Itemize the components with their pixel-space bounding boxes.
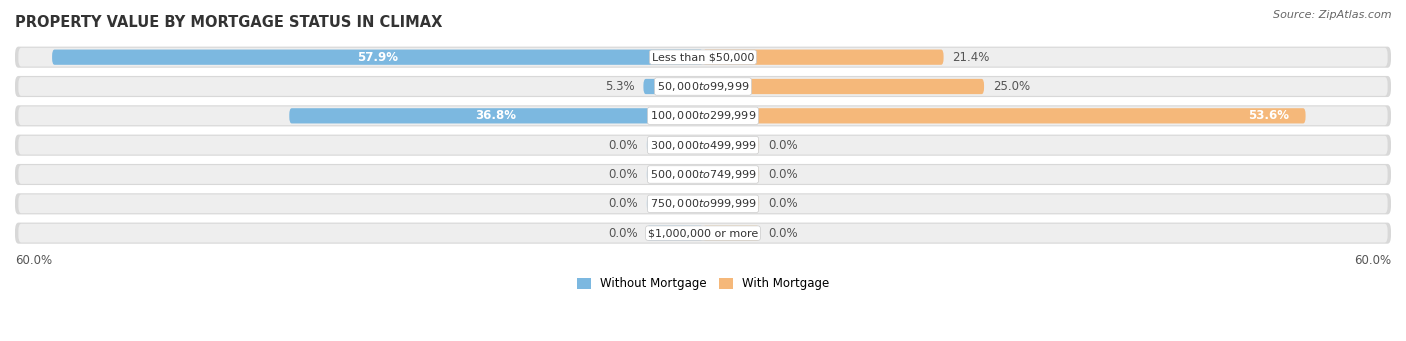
FancyBboxPatch shape: [15, 164, 1391, 185]
Text: $100,000 to $299,999: $100,000 to $299,999: [650, 109, 756, 122]
Text: $50,000 to $99,999: $50,000 to $99,999: [657, 80, 749, 93]
FancyBboxPatch shape: [15, 105, 1391, 127]
FancyBboxPatch shape: [703, 225, 759, 241]
FancyBboxPatch shape: [52, 49, 703, 65]
Text: 0.0%: 0.0%: [768, 197, 797, 210]
FancyBboxPatch shape: [15, 193, 1391, 214]
FancyBboxPatch shape: [647, 225, 703, 241]
Text: 0.0%: 0.0%: [609, 168, 638, 181]
FancyBboxPatch shape: [647, 137, 703, 153]
Text: PROPERTY VALUE BY MORTGAGE STATUS IN CLIMAX: PROPERTY VALUE BY MORTGAGE STATUS IN CLI…: [15, 15, 443, 30]
FancyBboxPatch shape: [647, 167, 703, 182]
Text: 60.0%: 60.0%: [1354, 254, 1391, 267]
FancyBboxPatch shape: [647, 196, 703, 211]
Text: 25.0%: 25.0%: [993, 80, 1031, 93]
FancyBboxPatch shape: [15, 223, 1391, 244]
FancyBboxPatch shape: [15, 47, 1391, 68]
FancyBboxPatch shape: [703, 79, 984, 94]
FancyBboxPatch shape: [703, 108, 1306, 123]
Text: 60.0%: 60.0%: [15, 254, 52, 267]
Text: 0.0%: 0.0%: [609, 139, 638, 152]
FancyBboxPatch shape: [18, 224, 1388, 242]
Text: 53.6%: 53.6%: [1247, 109, 1289, 122]
Text: $500,000 to $749,999: $500,000 to $749,999: [650, 168, 756, 181]
Text: 5.3%: 5.3%: [605, 80, 634, 93]
Text: 0.0%: 0.0%: [768, 168, 797, 181]
Text: Source: ZipAtlas.com: Source: ZipAtlas.com: [1274, 10, 1392, 20]
Text: 21.4%: 21.4%: [953, 51, 990, 64]
Text: 36.8%: 36.8%: [475, 109, 516, 122]
FancyBboxPatch shape: [703, 167, 759, 182]
Legend: Without Mortgage, With Mortgage: Without Mortgage, With Mortgage: [572, 273, 834, 295]
FancyBboxPatch shape: [18, 165, 1388, 184]
FancyBboxPatch shape: [644, 79, 703, 94]
Text: 0.0%: 0.0%: [609, 197, 638, 210]
FancyBboxPatch shape: [18, 48, 1388, 66]
Text: Less than $50,000: Less than $50,000: [652, 52, 754, 62]
FancyBboxPatch shape: [703, 196, 759, 211]
FancyBboxPatch shape: [703, 137, 759, 153]
FancyBboxPatch shape: [18, 194, 1388, 213]
Text: 57.9%: 57.9%: [357, 51, 398, 64]
FancyBboxPatch shape: [18, 136, 1388, 154]
FancyBboxPatch shape: [18, 77, 1388, 96]
Text: $1,000,000 or more: $1,000,000 or more: [648, 228, 758, 238]
Text: 0.0%: 0.0%: [609, 227, 638, 240]
FancyBboxPatch shape: [290, 108, 703, 123]
FancyBboxPatch shape: [15, 76, 1391, 97]
Text: $750,000 to $999,999: $750,000 to $999,999: [650, 197, 756, 210]
FancyBboxPatch shape: [18, 106, 1388, 125]
Text: 0.0%: 0.0%: [768, 139, 797, 152]
FancyBboxPatch shape: [703, 49, 943, 65]
FancyBboxPatch shape: [15, 135, 1391, 156]
Text: 0.0%: 0.0%: [768, 227, 797, 240]
Text: $300,000 to $499,999: $300,000 to $499,999: [650, 139, 756, 152]
